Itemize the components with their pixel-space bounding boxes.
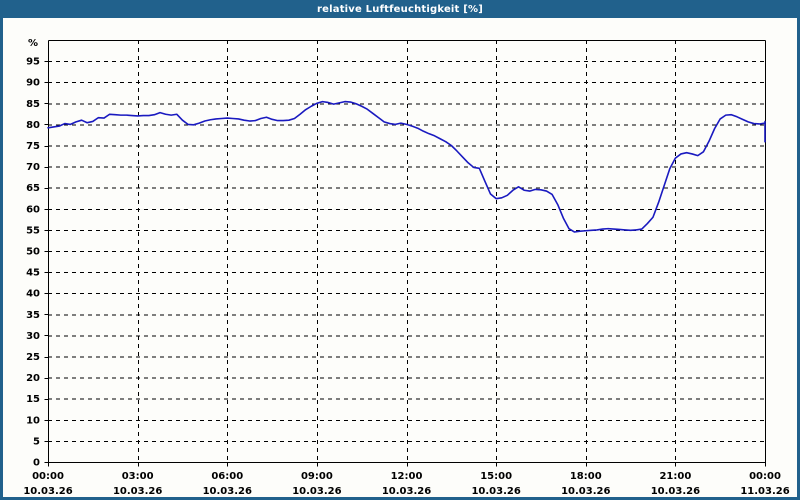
x-tick-date-label: 10.03.26	[113, 486, 162, 497]
x-tick-time-label: 21:00	[659, 471, 691, 482]
x-tick-time-label: 18:00	[570, 471, 602, 482]
y-tick-label: 30	[26, 331, 40, 342]
y-tick-label: 85	[26, 99, 40, 110]
y-tick-label: 35	[26, 310, 40, 321]
chart-body: 95 90 85 80 75 70 65 60 55 50 45 40 35 30 25 20 15 10 5 0 0…	[3, 18, 797, 497]
y-tick-label: 75	[26, 141, 40, 152]
y-tick-label: 80	[26, 120, 40, 131]
x-tick-time-label: 12:00	[391, 471, 423, 482]
y-tick-label: 0	[33, 458, 40, 469]
x-tick-time-label: 00:00	[749, 471, 781, 482]
y-tick-label: 50	[26, 247, 40, 258]
x-tick-date-label: 10.03.26	[471, 486, 520, 497]
window-titlebar: relative Luftfeuchtigkeit [%]	[0, 0, 800, 18]
y-tick-label: 5	[33, 436, 40, 447]
x-tick-time-label: 03:00	[122, 471, 154, 482]
x-tick-time-label: 09:00	[301, 471, 333, 482]
page-title: relative Luftfeuchtigkeit [%]	[317, 3, 483, 15]
x-tick-date-label: 10.03.26	[382, 486, 431, 497]
y-axis-unit-label: %	[28, 38, 38, 49]
y-tick-label: 55	[26, 225, 40, 236]
y-tick-label: 15	[26, 394, 40, 405]
y-tick-label: 25	[26, 352, 40, 363]
y-tick-label: 60	[26, 204, 40, 215]
x-tick-date-label: 10.03.26	[651, 486, 700, 497]
y-tick-label: 70	[26, 162, 40, 173]
x-tick-date-label: 10.03.26	[561, 486, 610, 497]
y-tick-label: 65	[26, 183, 40, 194]
axis-lines	[44, 40, 766, 467]
x-tick-time-label: 06:00	[211, 471, 243, 482]
data-series-layer	[47, 100, 766, 233]
y-tick-label: 10	[26, 415, 40, 426]
x-tick-date-label: 10.03.26	[292, 486, 341, 497]
y-tick-label: 40	[26, 289, 40, 300]
x-tick-time-label: 15:00	[480, 471, 512, 482]
x-tick-date-label: 10.03.26	[203, 486, 252, 497]
y-tick-label: 20	[26, 373, 40, 384]
x-axis-tick-labels: 00:00 10.03.26 03:00 10.03.26 06:00 10.03.26 0…	[23, 471, 789, 497]
chart-canvas-background	[3, 18, 797, 497]
y-tick-label: 95	[26, 57, 40, 68]
humidity-line	[47, 100, 766, 233]
y-tick-label: 90	[26, 78, 40, 89]
x-tick-time-label: 00:00	[32, 471, 64, 482]
grid-lines	[48, 40, 765, 462]
x-tick-date-label: 11.03.26	[740, 486, 789, 497]
y-tick-label: 45	[26, 268, 40, 279]
x-tick-date-label: 10.03.26	[23, 486, 72, 497]
